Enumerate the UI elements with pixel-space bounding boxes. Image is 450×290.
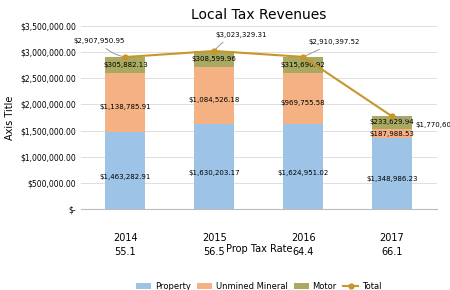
Text: 2017: 2017	[380, 233, 405, 242]
Text: $315,690.92: $315,690.92	[281, 62, 325, 68]
Bar	[372, 128, 412, 138]
Text: 66.1: 66.1	[382, 247, 403, 257]
Text: $1,770,604.70: $1,770,604.70	[395, 117, 450, 128]
Total	[389, 115, 395, 118]
Text: $233,629.94: $233,629.94	[370, 119, 414, 126]
Text: 2016: 2016	[291, 233, 315, 242]
Bar	[105, 133, 145, 209]
Text: 55.1: 55.1	[115, 247, 136, 257]
Text: $187,988.53: $187,988.53	[369, 131, 414, 137]
Text: $1,084,526.18: $1,084,526.18	[189, 97, 240, 103]
Title: Local Tax Revenues: Local Tax Revenues	[191, 8, 326, 22]
Total	[123, 55, 128, 59]
Y-axis label: Axis Title: Axis Title	[4, 95, 15, 140]
Text: 64.4: 64.4	[292, 247, 314, 257]
Text: $305,882.13: $305,882.13	[103, 62, 148, 68]
Text: $1,463,282.91: $1,463,282.91	[100, 174, 151, 180]
X-axis label: Prop Tax Rate: Prop Tax Rate	[225, 244, 292, 254]
Text: 56.5: 56.5	[203, 247, 225, 257]
Legend: Property, Unmined Mineral, Motor, Total: Property, Unmined Mineral, Motor, Total	[133, 278, 384, 290]
Bar	[283, 124, 323, 209]
Bar	[194, 51, 234, 67]
Total	[301, 55, 306, 59]
Text: 2014: 2014	[113, 233, 138, 242]
Text: 2015: 2015	[202, 233, 227, 242]
Text: $1,630,203.17: $1,630,203.17	[189, 170, 240, 176]
Bar	[283, 57, 323, 73]
Bar	[372, 116, 412, 128]
Total	[212, 49, 217, 53]
Text: $969,755.58: $969,755.58	[281, 100, 325, 106]
Bar	[105, 57, 145, 73]
Text: $1,138,785.91: $1,138,785.91	[99, 104, 151, 110]
Text: $308,599.96: $308,599.96	[192, 56, 237, 62]
Text: $1,624,951.02: $1,624,951.02	[278, 170, 329, 176]
Text: $2,910,397.52: $2,910,397.52	[306, 39, 360, 56]
Text: $3,023,329.31: $3,023,329.31	[215, 32, 267, 49]
Bar	[194, 67, 234, 124]
Bar	[283, 73, 323, 124]
Bar	[105, 73, 145, 133]
Bar	[194, 124, 234, 209]
Text: $1,348,986.23: $1,348,986.23	[366, 176, 418, 182]
Line: Total: Total	[123, 48, 395, 119]
Bar	[372, 138, 412, 209]
Text: $2,907,950.95: $2,907,950.95	[73, 38, 125, 57]
